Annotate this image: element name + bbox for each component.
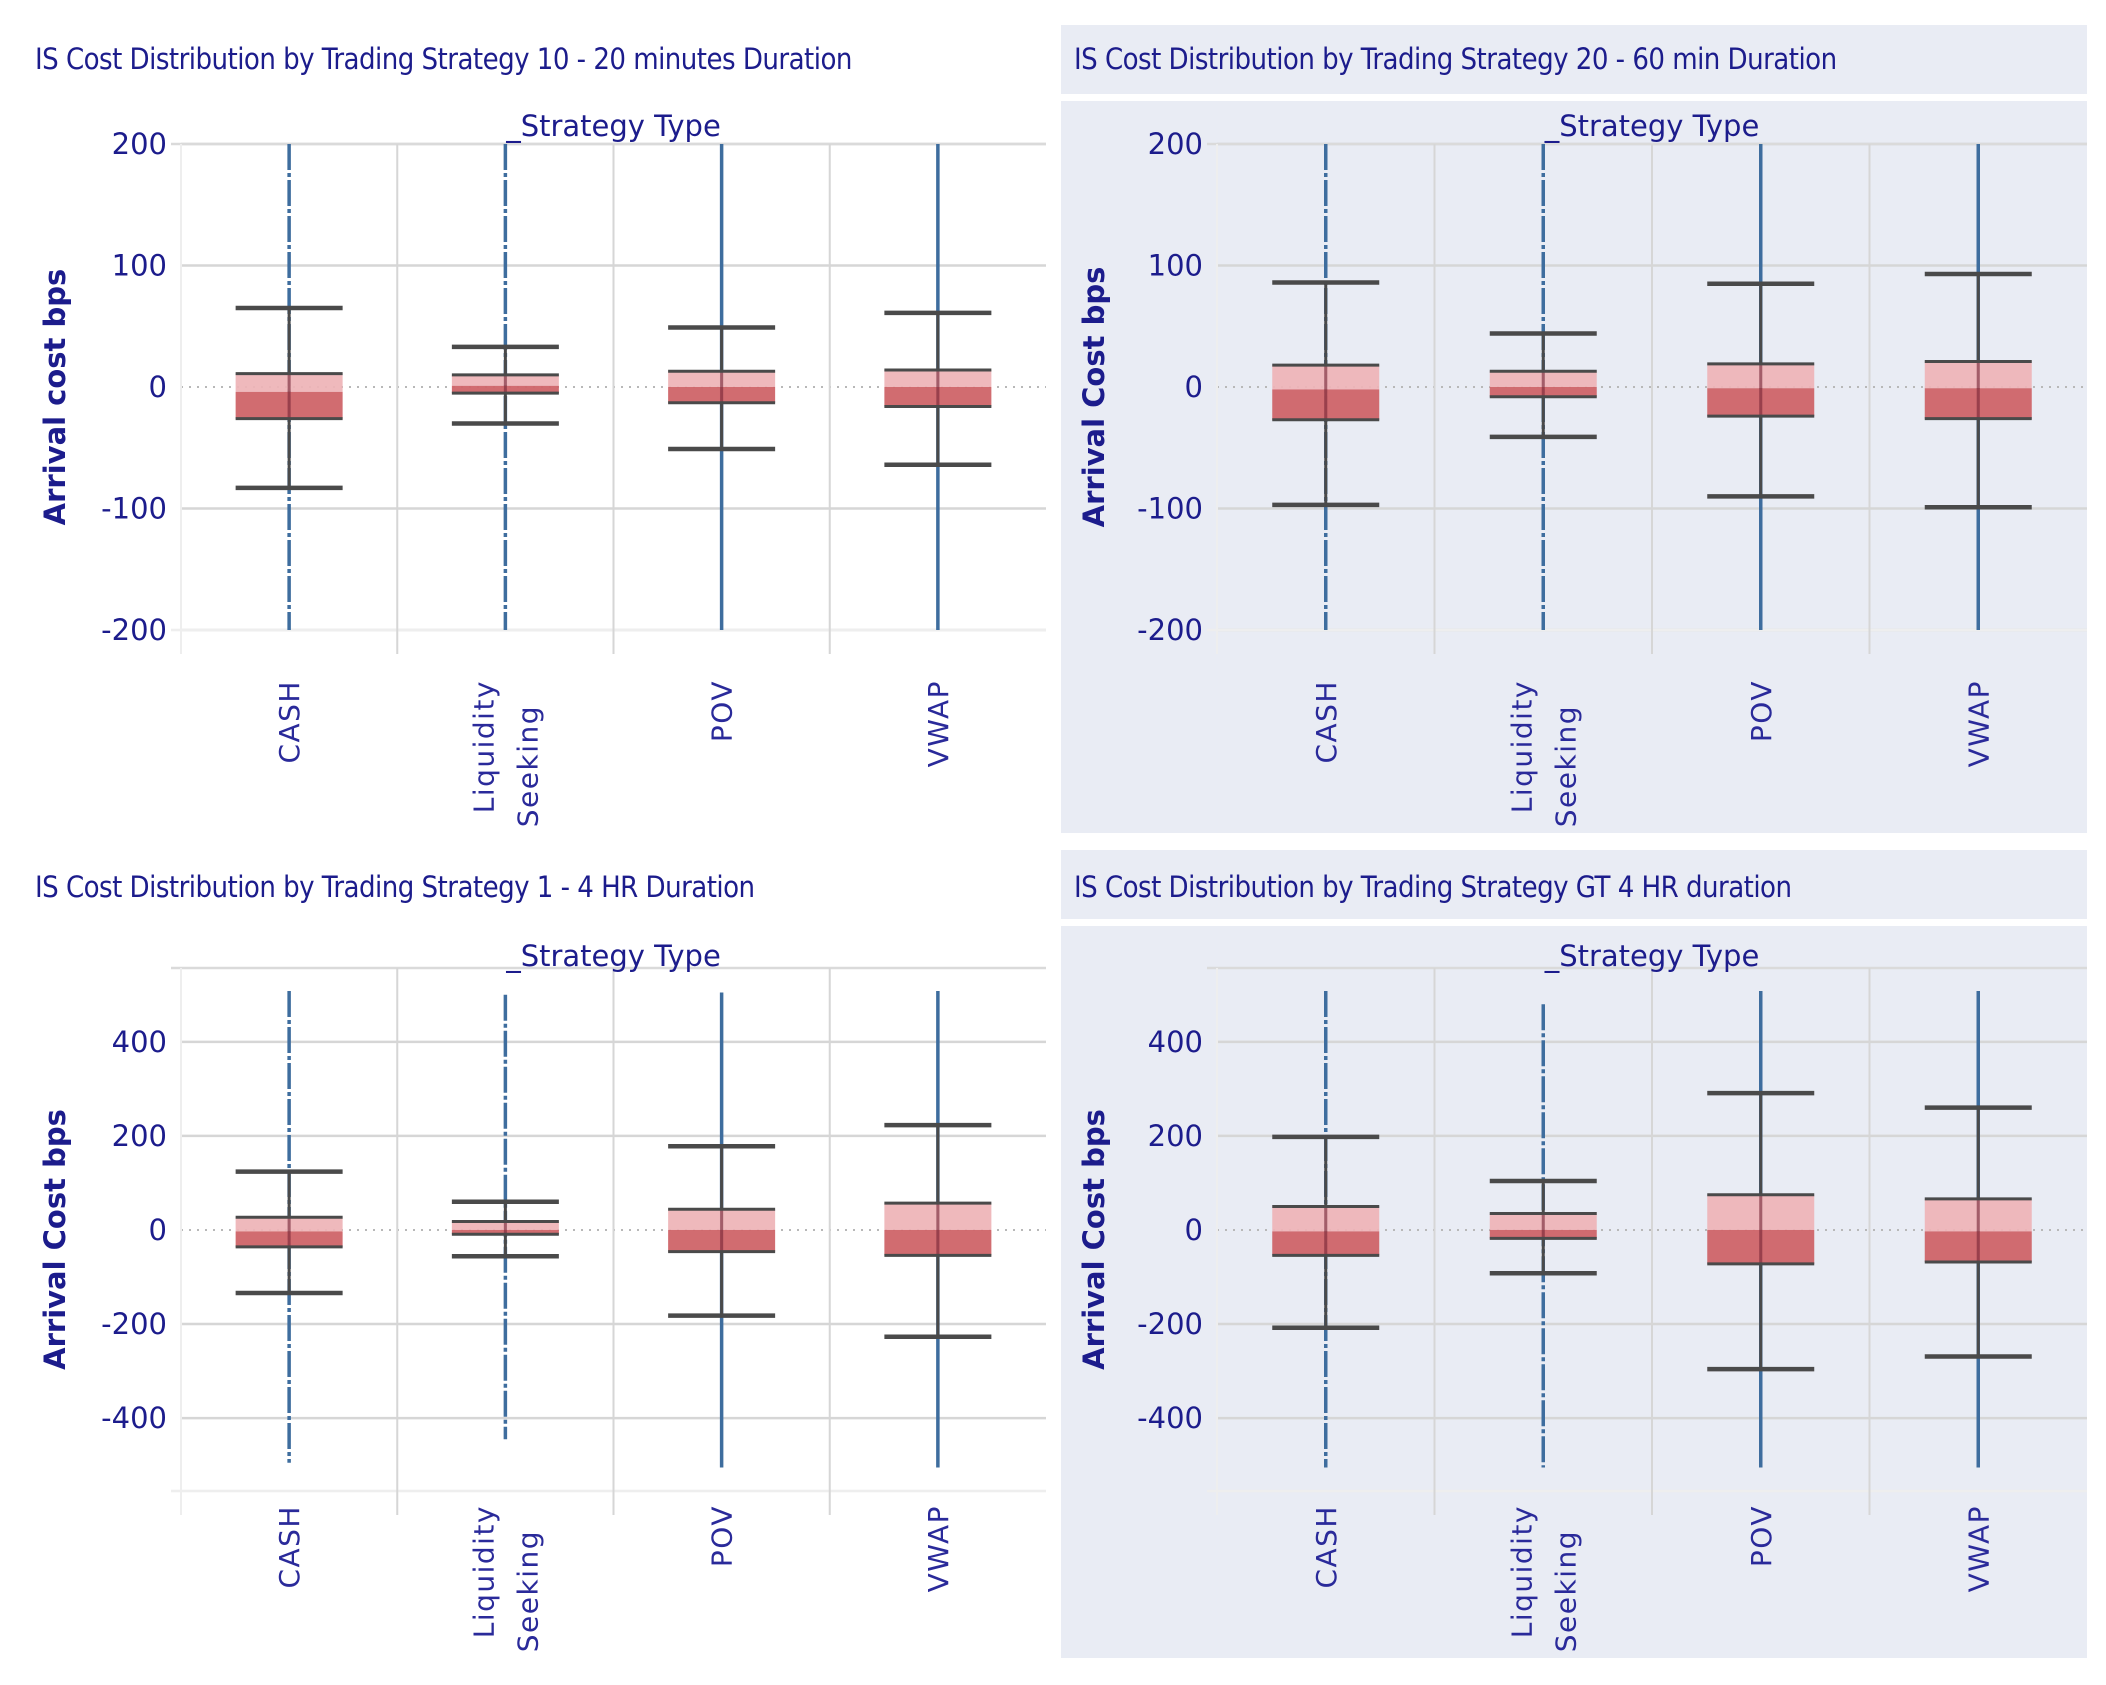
- x-category-label: VWAP: [922, 680, 955, 767]
- y-tick-label: -400: [101, 1401, 167, 1435]
- y-tick-label: 0: [149, 1213, 167, 1247]
- y-tick-label: -100: [1137, 492, 1203, 526]
- x-category-label: CASH: [1310, 1505, 1343, 1589]
- y-tick-label: 0: [149, 370, 167, 404]
- y-axis-title: Arrival Cost bps: [1077, 267, 1111, 528]
- chart-title-1-4-hr: IS Cost Distribution by Trading Strategy…: [35, 870, 755, 904]
- y-tick-label: 400: [112, 1025, 167, 1059]
- y-tick-label: 100: [1148, 249, 1203, 283]
- chart-title-20-60-min: IS Cost Distribution by Trading Strategy…: [1074, 42, 1837, 76]
- y-tick-label: 0: [1185, 1213, 1203, 1247]
- chart-title-gt-4-hr: IS Cost Distribution by Trading Strategy…: [1074, 870, 1792, 904]
- x-category-label: POV: [1745, 680, 1778, 742]
- y-tick-label: 200: [112, 1119, 167, 1153]
- y-tick-label: 400: [1148, 1025, 1203, 1059]
- x-category-label: Liquidity Seeking: [467, 680, 544, 827]
- x-category-label: VWAP: [1962, 680, 1995, 767]
- panel-bg-top-right-chart: [1061, 101, 2087, 833]
- y-tick-label: -200: [1137, 1307, 1203, 1341]
- x-category-label: POV: [1745, 1505, 1778, 1567]
- x-category-label: Liquidity Seeking: [467, 1505, 544, 1652]
- x-axis-title: _Strategy Type: [505, 109, 721, 143]
- x-category-label: Liquidity Seeking: [1505, 680, 1582, 827]
- y-tick-label: 200: [1148, 1119, 1203, 1153]
- y-axis-title: Arrival Cost bps: [1077, 1109, 1111, 1370]
- x-category-label: CASH: [273, 1505, 306, 1589]
- x-axis-title: _Strategy Type: [1544, 109, 1760, 143]
- chart-title-10-20-min: IS Cost Distribution by Trading Strategy…: [35, 42, 852, 76]
- y-tick-label: 200: [1148, 127, 1203, 161]
- x-category-label: VWAP: [1962, 1505, 1995, 1592]
- y-tick-label: 0: [1185, 370, 1203, 404]
- y-tick-label: -100: [101, 492, 167, 526]
- x-category-label: POV: [706, 680, 739, 742]
- x-category-label: POV: [706, 1505, 739, 1567]
- panel-bg-top-right-title: [1061, 25, 2087, 94]
- x-category-label: VWAP: [922, 1505, 955, 1592]
- x-category-label: Liquidity Seeking: [1505, 1505, 1582, 1652]
- y-tick-label: -400: [1137, 1401, 1203, 1435]
- x-axis-title: _Strategy Type: [1544, 939, 1760, 973]
- y-axis-title: Arrival Cost bps: [38, 1109, 72, 1370]
- y-tick-label: -200: [1137, 613, 1203, 647]
- panel-bg-bottom-right-title: [1061, 850, 2087, 919]
- y-tick-label: 100: [112, 249, 167, 283]
- y-axis-title: Arrival cost bps: [38, 269, 72, 526]
- x-category-label: CASH: [1310, 680, 1343, 764]
- x-category-label: CASH: [273, 680, 306, 764]
- y-tick-label: -200: [101, 613, 167, 647]
- panel-bg-bottom-right-chart: [1061, 926, 2087, 1658]
- y-tick-label: -200: [101, 1307, 167, 1341]
- y-tick-label: 200: [112, 127, 167, 161]
- x-axis-title: _Strategy Type: [505, 939, 721, 973]
